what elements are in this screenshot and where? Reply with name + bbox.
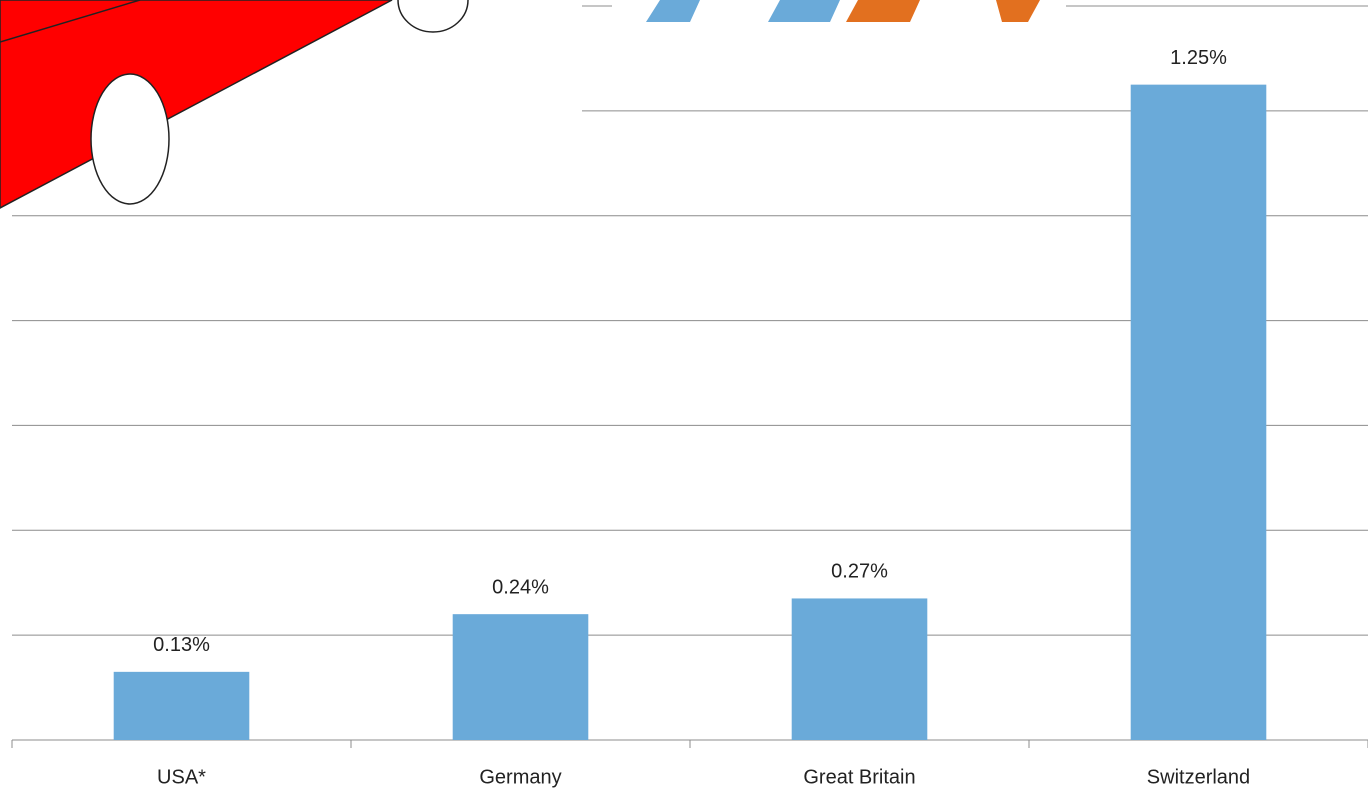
value-label: 0.27% [831,561,888,583]
x-tick-label: Switzerland [1147,766,1250,788]
bar [1130,84,1267,740]
logo-shape [846,0,920,22]
bar [113,671,250,740]
bar [791,598,928,740]
value-label: 1.25% [1170,47,1227,69]
value-label: 0.24% [492,576,549,598]
decoration [0,0,1066,209]
bar [452,614,589,740]
x-tick-label: Germany [479,766,561,788]
x-tick-label: USA* [157,766,206,788]
car-wheel [397,0,469,33]
logo-shape [996,0,1040,22]
logo-shape [646,0,700,22]
value-label: 0.13% [153,634,210,656]
x-tick-label: Great Britain [803,766,915,788]
car-wheel [90,73,170,205]
logo-shape [768,0,840,22]
car-line [0,0,141,43]
